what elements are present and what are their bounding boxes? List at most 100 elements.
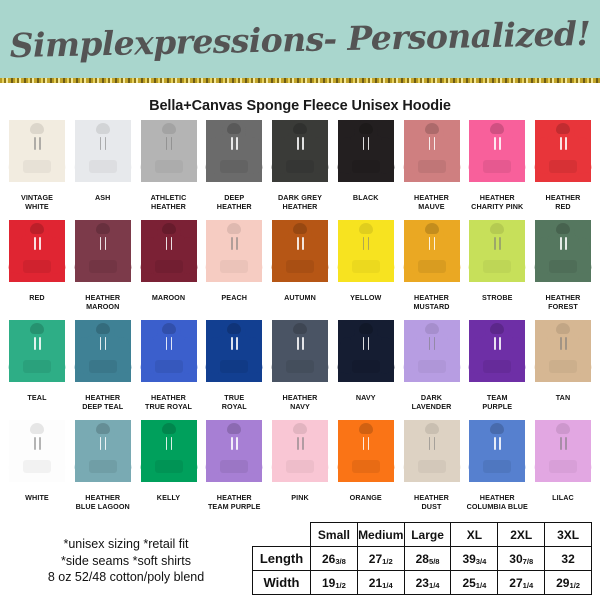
hoodie-part-hood-inner — [424, 223, 439, 234]
hoodie-part-hood — [353, 120, 378, 139]
hoodie-icon — [534, 220, 592, 282]
hoodie-icon — [271, 220, 329, 282]
hoodie-image — [269, 420, 331, 490]
color-swatch[interactable]: HEATHER MAUVE — [401, 120, 463, 220]
color-swatch[interactable]: HEATHER COLUMBIA BLUE — [466, 420, 528, 516]
hoodie-part-string-l — [231, 137, 233, 150]
color-swatch[interactable]: HEATHER FOREST — [532, 220, 594, 320]
hoodie-part-hood — [419, 420, 444, 439]
color-swatch[interactable]: TEAL — [6, 320, 68, 420]
color-swatch[interactable]: MAROON — [138, 220, 200, 320]
hoodie-part-string-r — [302, 437, 304, 450]
hoodie-part-hood — [419, 320, 444, 339]
color-swatch[interactable]: HEATHER DEEP TEAL — [72, 320, 134, 420]
size-chart-cell: 271/2 — [356, 546, 405, 571]
color-swatch[interactable]: BLACK — [335, 120, 397, 220]
color-swatch[interactable]: HEATHER MUSTARD — [401, 220, 463, 320]
color-swatch[interactable]: TRUE ROYAL — [203, 320, 265, 420]
color-swatch[interactable]: HEATHER NAVY — [269, 320, 331, 420]
hoodie-part-body — [284, 135, 316, 175]
color-swatch[interactable]: DARK GREY HEATHER — [269, 120, 331, 220]
size-chart-cell: 263/8 — [310, 546, 358, 571]
hoodie-image — [72, 420, 134, 490]
color-swatch[interactable]: NAVY — [335, 320, 397, 420]
color-swatch[interactable]: HEATHER RED — [532, 120, 594, 220]
color-swatch[interactable]: HEATHER DUST — [401, 420, 463, 516]
hoodie-part-shade — [483, 360, 512, 373]
hoodie-part-body — [481, 435, 514, 475]
color-swatch[interactable]: ATHLETIC HEATHER — [138, 120, 200, 220]
color-swatch[interactable]: HEATHER TRUE ROYAL — [138, 320, 200, 420]
measure-fraction: 1/4 — [382, 581, 393, 590]
color-swatch[interactable]: HEATHER BLUE LAGOON — [72, 420, 134, 516]
hoodie-part-hood-inner — [95, 423, 110, 434]
hoodie-part-body — [86, 435, 119, 475]
hoodie-part-body — [21, 135, 53, 175]
hoodie-image — [335, 120, 397, 190]
hoodie-part-string-l — [560, 237, 562, 250]
hoodie-icon — [402, 320, 461, 382]
color-row: TEAL HEATHER DEEP TEAL HEATHER TRUE ROYAL T… — [6, 320, 594, 420]
color-swatch-label: HEATHER DEEP TEAL — [82, 393, 124, 412]
product-note-line: 8 oz 52/48 cotton/poly blend — [47, 570, 205, 584]
color-swatch[interactable]: TEAM PURPLE — [466, 320, 528, 420]
hoodie-part-string-l — [34, 437, 36, 450]
hoodie-part-string-l — [362, 337, 365, 350]
hoodie-image — [269, 320, 331, 390]
hoodie-part-body — [547, 135, 579, 175]
color-swatch[interactable]: STROBE — [466, 220, 528, 320]
hoodie-part-body — [152, 435, 185, 475]
hoodie-image — [532, 220, 594, 290]
color-swatch[interactable]: HEATHER CHARITY PINK — [466, 120, 528, 220]
color-swatch[interactable]: ORANGE — [335, 420, 397, 516]
color-swatch[interactable]: WHITE — [6, 420, 68, 516]
hoodie-part-string-l — [560, 337, 562, 350]
color-row: VINTAGE WHITE ASH ATHLETIC HEATHER DEEP HEA… — [6, 120, 594, 220]
color-swatch-label: TAN — [555, 393, 571, 402]
color-swatch[interactable]: DEEP HEATHER — [203, 120, 265, 220]
size-chart-column-header: 3XL — [544, 522, 592, 547]
hoodie-part-shade — [220, 460, 249, 473]
hoodie-part-string-l — [99, 237, 102, 250]
color-swatch[interactable]: KELLY — [138, 420, 200, 516]
hoodie-part-string-r — [302, 137, 304, 150]
color-swatch[interactable]: YELLOW — [335, 220, 397, 320]
color-swatch[interactable]: RED — [6, 220, 68, 320]
color-swatch-label: PINK — [291, 493, 309, 502]
hoodie-icon — [402, 120, 461, 182]
hoodie-part-body — [152, 235, 185, 275]
color-swatch[interactable]: AUTUMN — [269, 220, 331, 320]
size-chart-wrapper: Small Medium Large XL 2XL 3XL Length 263/8 271/… — [244, 522, 592, 595]
hoodie-part-hood-inner — [293, 323, 307, 334]
hoodie-part-string-r — [433, 337, 435, 350]
color-swatch[interactable]: HEATHER TEAM PURPLE — [203, 420, 265, 516]
hoodie-part-hood-inner — [358, 123, 373, 134]
color-swatch[interactable]: TAN — [532, 320, 594, 420]
hoodie-part-shade — [417, 360, 446, 373]
hoodie-part-string-r — [367, 237, 370, 250]
color-swatch[interactable]: DARK LAVENDER — [401, 320, 463, 420]
color-swatch[interactable]: LILAC — [532, 420, 594, 516]
color-swatch[interactable]: HEATHER MAROON — [72, 220, 134, 320]
color-swatch[interactable]: VINTAGE WHITE — [6, 120, 68, 220]
hoodie-part-body — [547, 235, 579, 275]
color-swatch-label: YELLOW — [350, 293, 382, 302]
color-swatch-label: HEATHER FOREST — [545, 293, 581, 312]
hoodie-part-string-l — [231, 337, 233, 350]
hoodie-part-string-r — [367, 437, 370, 450]
color-swatch[interactable]: PEACH — [203, 220, 265, 320]
measure-whole: 21 — [368, 575, 383, 590]
hoodie-part-string-r — [236, 437, 238, 450]
hoodie-part-body — [415, 135, 448, 175]
color-swatch[interactable]: ASH — [72, 120, 134, 220]
color-swatch-label: VINTAGE WHITE — [20, 193, 54, 212]
color-swatch[interactable]: PINK — [269, 420, 331, 516]
hoodie-part-body — [481, 335, 514, 375]
size-chart-cell: 285/8 — [403, 546, 452, 571]
hoodie-part-string-l — [362, 237, 365, 250]
hoodie-icon — [336, 220, 395, 282]
hoodie-icon — [73, 320, 132, 382]
hoodie-part-body — [481, 235, 514, 275]
hoodie-part-string-l — [494, 437, 496, 450]
hoodie-image — [138, 320, 200, 390]
